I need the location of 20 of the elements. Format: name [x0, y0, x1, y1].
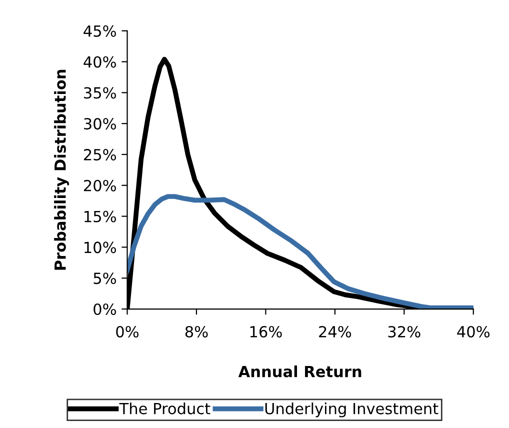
- y-tick-label: 30%: [84, 118, 116, 130]
- y-tick-label: 5%: [94, 272, 116, 284]
- x-tick-label: 24%: [319, 326, 352, 338]
- y-axis-title: Probability Distribution: [54, 70, 69, 270]
- legend-label: Underlying Investment: [265, 402, 438, 418]
- x-tick-label: 40%: [457, 326, 490, 338]
- y-tick-label: 15%: [84, 210, 116, 222]
- y-tick-label: 35%: [84, 87, 116, 99]
- y-tick-label: 40%: [84, 56, 116, 68]
- x-tick-label: 8%: [185, 326, 208, 338]
- y-tick-label: 25%: [84, 148, 116, 160]
- x-tick-label: 32%: [388, 326, 420, 338]
- y-tick-label: 20%: [84, 180, 116, 192]
- y-tick-label: 45%: [84, 25, 116, 37]
- x-tick-label: 16%: [250, 326, 282, 338]
- x-tick-label: 0%: [116, 326, 139, 338]
- y-tick-label: 0%: [94, 303, 116, 316]
- y-tick-label: 10%: [84, 242, 116, 254]
- legend-label: The Product: [119, 402, 210, 414]
- x-axis-title: Annual Return: [238, 365, 362, 378]
